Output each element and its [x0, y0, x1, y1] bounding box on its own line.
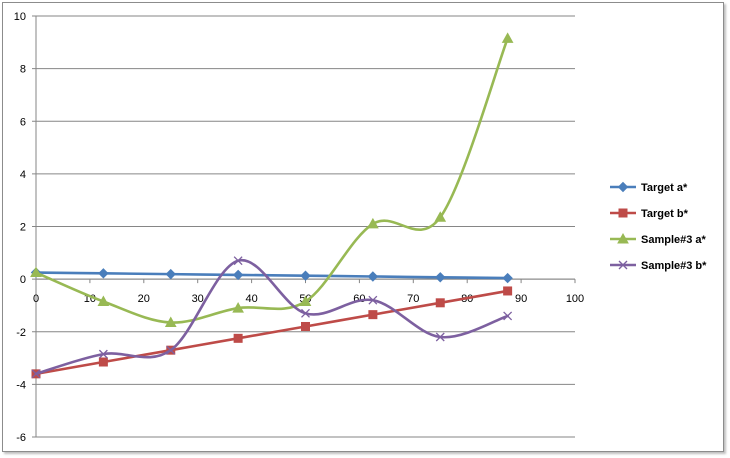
marker-stroke — [301, 308, 310, 318]
x-tick-label: 90 — [515, 293, 527, 305]
legend-entry: Target b* — [610, 208, 689, 220]
marker-stroke — [98, 349, 108, 359]
data-point — [434, 211, 447, 222]
data-point — [435, 298, 445, 308]
x-tick-label: 40 — [245, 293, 257, 305]
data-point — [98, 357, 108, 367]
legend-entry: Sample#3 b* — [610, 260, 707, 272]
marker-stroke — [233, 256, 243, 266]
data-point — [502, 272, 513, 284]
series-line — [34, 37, 509, 324]
y-tick-label: 0 — [20, 274, 26, 286]
legend-label: Sample#3 a* — [641, 234, 707, 246]
marker-stroke — [503, 311, 513, 321]
marker-stroke — [166, 345, 176, 355]
data-point — [97, 295, 110, 306]
x-tick-label: 20 — [138, 293, 150, 305]
gridlines — [36, 15, 575, 438]
axes: -6-4-202468100102030405060708090100 — [14, 11, 584, 444]
y-tick-label: 10 — [14, 11, 26, 23]
data-point — [300, 270, 311, 281]
legend-marker — [618, 208, 628, 218]
legend: Target a* Target b* Sample#3 a* Sample#3 b* — [610, 181, 707, 272]
x-tick-label: 70 — [407, 293, 419, 305]
data-point — [232, 302, 244, 313]
data-point — [165, 268, 176, 280]
series-3 — [31, 256, 513, 379]
data-point — [164, 316, 177, 328]
marker-stroke — [618, 260, 628, 270]
data-point — [98, 349, 108, 359]
data-point — [232, 269, 244, 281]
data-point — [368, 310, 378, 320]
data-point — [233, 256, 243, 266]
data-point — [503, 311, 513, 321]
data-point — [30, 266, 42, 278]
legend-label: Target b* — [641, 208, 689, 220]
y-tick-label: 6 — [20, 116, 26, 128]
marker-stroke — [31, 369, 41, 379]
data-point — [367, 271, 379, 282]
y-tick-label: 2 — [20, 222, 26, 234]
y-tick-label: 4 — [20, 169, 26, 181]
data-point — [166, 345, 176, 355]
y-tick-label: -6 — [16, 432, 26, 444]
marker-stroke — [368, 295, 378, 305]
series-line — [34, 271, 509, 280]
data-point — [299, 295, 312, 306]
data-point — [435, 332, 445, 342]
legend-entry: Target a* — [610, 181, 688, 194]
x-tick-label: 100 — [566, 293, 584, 305]
series-lines — [30, 32, 514, 379]
legend-marker — [618, 260, 628, 270]
marker-stroke — [435, 332, 445, 342]
data-point — [233, 333, 243, 343]
data-point — [301, 321, 310, 331]
data-point — [503, 286, 513, 296]
x-tick-label: 0 — [33, 293, 39, 305]
data-point — [98, 268, 109, 279]
series-0 — [30, 267, 513, 284]
y-tick-label: 8 — [20, 64, 26, 76]
legend-entry: Sample#3 a* — [610, 232, 707, 246]
legend-label: Sample#3 b* — [641, 260, 707, 272]
series-2 — [30, 32, 514, 328]
series-line — [34, 259, 509, 376]
x-tick-label: 30 — [192, 293, 204, 305]
legend-marker — [617, 181, 629, 193]
y-tick-label: -4 — [16, 379, 26, 391]
data-point — [501, 32, 514, 43]
data-point — [31, 369, 41, 379]
data-point — [368, 295, 378, 305]
data-point — [301, 308, 310, 318]
series-line — [34, 289, 509, 376]
y-tick-label: -2 — [16, 327, 26, 339]
legend-label: Target a* — [641, 182, 688, 194]
legend-marker — [617, 232, 629, 244]
data-point — [367, 217, 379, 229]
data-point — [435, 272, 446, 283]
